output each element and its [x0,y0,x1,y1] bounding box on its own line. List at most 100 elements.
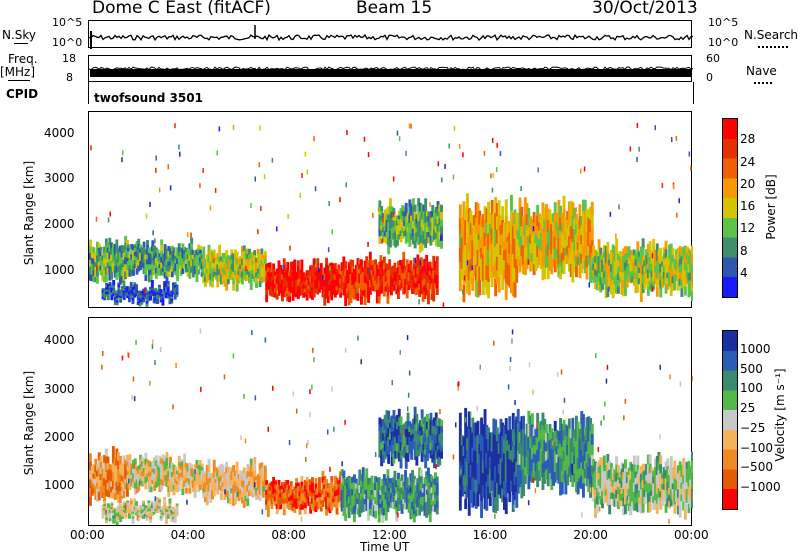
heatmap-cell [197,244,201,249]
heatmap-cell [368,273,372,281]
heatmap-cell [122,483,126,492]
heatmap-cell [490,214,494,230]
heatmap-cell [399,213,403,220]
heatmap-cell [151,472,155,477]
heatmap-cell [434,504,437,512]
heatmap-cell [386,504,390,513]
heatmap-cell [181,263,185,269]
heatmap-cell [211,263,214,270]
heatmap-cell [291,287,295,295]
heatmap-cell [140,295,144,299]
heatmap-cell [595,496,599,505]
heatmap-cell [564,436,568,449]
heatmap-cell [575,479,578,493]
heatmap-cell [399,450,403,460]
heatmap-cell [113,295,117,298]
heatmap-cell [179,476,183,481]
heatmap-cell [518,421,522,433]
heatmap-cell [360,505,363,513]
heatmap-cell [139,479,142,485]
heatmap-cell [427,506,430,516]
heatmap-cell [122,293,126,296]
heatmap-cell [295,493,298,499]
heatmap-cell [522,254,525,265]
heatmap-cell [401,232,405,239]
scatter-point [158,187,161,193]
heatmap-cell [169,265,172,270]
heatmap-cell [221,486,225,492]
heatmap-cell [358,493,362,502]
heatmap-cell [382,487,386,496]
heatmap-cell [149,291,152,294]
heatmap-cell [430,278,434,285]
heatmap-cell [691,488,693,499]
heatmap-cell [673,478,677,488]
heatmap-cell [629,260,633,267]
heatmap-cell [610,271,613,280]
heatmap-cell [377,514,381,523]
heatmap-cell [678,278,682,286]
heatmap-cell [298,291,302,296]
heatmap-cell [212,263,216,269]
heatmap-cell [323,280,327,287]
heatmap-cell [146,259,149,265]
heatmap-cell [402,481,406,487]
heatmap-cell [330,504,334,511]
heatmap-cell [538,422,541,433]
heatmap-cell [485,279,489,295]
heatmap-cell [163,249,167,256]
heatmap-cell [370,490,374,496]
heatmap-cell [342,262,346,270]
heatmap-cell [631,494,634,503]
heatmap-cell [156,481,160,487]
heatmap-cell [214,268,218,273]
heatmap-cell [539,259,543,270]
heatmap-cell [237,278,241,284]
heatmap-cell [410,227,413,234]
heatmap-cell [391,269,395,275]
heatmap-cell [388,492,392,498]
heatmap-cell [404,460,408,469]
heatmap-cell [390,415,394,425]
heatmap-cell [560,435,564,448]
heatmap-cell [638,490,641,498]
heatmap-cell [573,437,577,448]
heatmap-cell [571,452,575,465]
heatmap-cell [625,259,629,268]
heatmap-cell [668,244,671,253]
heatmap-cell [92,247,96,254]
heatmap-cell [525,203,529,215]
heatmap-cell [676,505,680,515]
heatmap-cell [683,480,687,491]
heatmap-cell [433,442,436,452]
heatmap-cell [615,284,619,294]
heatmap-cell [421,488,425,494]
heatmap-cell [394,225,398,232]
heatmap-cell [281,284,284,291]
heatmap-cell [241,481,244,488]
heatmap-cell [200,258,204,263]
heatmap-cell [197,248,201,253]
heatmap-cell [471,227,475,241]
heatmap-cell [418,507,422,516]
heatmap-cell [126,251,130,256]
heatmap-cell [94,257,98,263]
heatmap-cell [408,421,412,428]
heatmap-cell [150,292,154,297]
heatmap-cell [627,269,631,277]
heatmap-cell [170,472,174,478]
heatmap-cell [249,458,253,466]
heatmap-cell [117,262,121,268]
heatmap-cell [408,199,412,208]
heatmap-cell [506,450,510,462]
heatmap-cell [668,279,671,287]
heatmap-cell [659,288,663,298]
heatmap-cell [279,269,283,275]
heatmap-cell [401,227,405,234]
heatmap-cell [394,444,398,452]
heatmap-cell [478,224,482,240]
heatmap-cell [601,474,604,484]
heatmap-cell [282,271,286,278]
heatmap-cell [333,291,337,298]
heatmap-cell [177,255,181,261]
